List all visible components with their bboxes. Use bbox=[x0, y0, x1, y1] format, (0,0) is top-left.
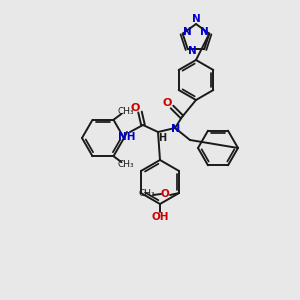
Text: O: O bbox=[162, 98, 172, 108]
Text: N: N bbox=[183, 27, 192, 37]
Text: CH₃: CH₃ bbox=[117, 107, 134, 116]
Text: N: N bbox=[188, 46, 197, 56]
Text: OH: OH bbox=[151, 212, 169, 222]
Text: O: O bbox=[130, 103, 140, 113]
Text: N: N bbox=[171, 124, 181, 134]
Text: N: N bbox=[192, 14, 200, 24]
Text: O: O bbox=[161, 189, 170, 199]
Text: N: N bbox=[200, 27, 209, 37]
Text: CH₃: CH₃ bbox=[139, 190, 155, 199]
Text: NH: NH bbox=[118, 132, 136, 142]
Text: CH₃: CH₃ bbox=[117, 160, 134, 169]
Text: H: H bbox=[158, 133, 166, 143]
